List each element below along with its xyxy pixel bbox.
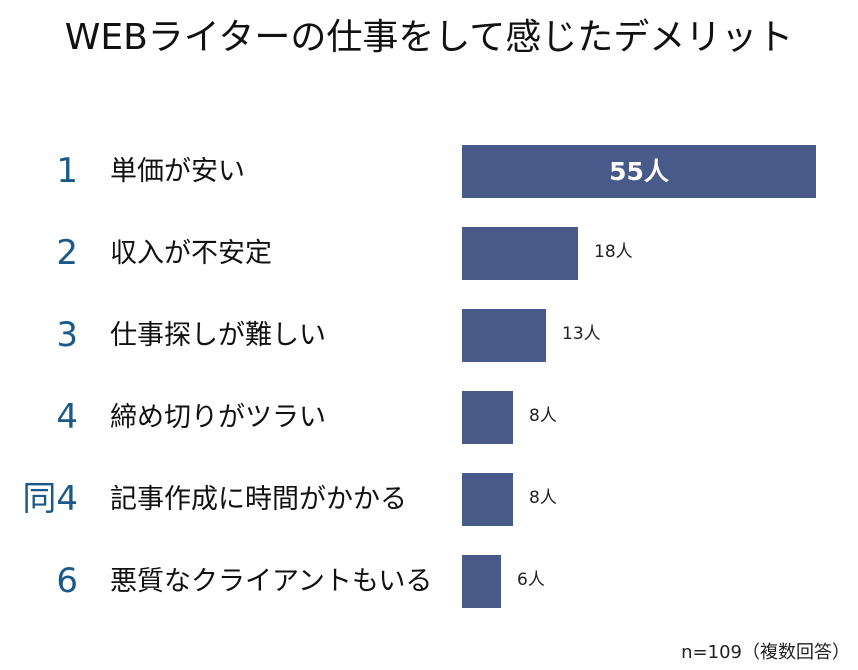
bar <box>462 473 513 526</box>
chart-title: WEBライターの仕事をして感じたデメリット <box>64 17 794 58</box>
bar <box>462 555 501 608</box>
rank-label: 4 <box>56 397 78 437</box>
rank-label: 6 <box>56 561 78 601</box>
rank-label: 1 <box>56 151 78 191</box>
value-label: 55人 <box>609 157 669 186</box>
chart-row: 6 悪質なクライアントもいる 6人 <box>0 555 858 608</box>
value-label: 13人 <box>562 324 601 344</box>
category-label: 記事作成に時間がかかる <box>110 484 407 515</box>
value-label: 8人 <box>529 488 557 508</box>
bar <box>462 309 546 362</box>
value-label: 8人 <box>529 406 557 426</box>
category-label: 収入が不安定 <box>110 238 272 269</box>
bar <box>462 227 578 280</box>
category-label: 仕事探しが難しい <box>110 320 326 351</box>
bar <box>462 391 513 444</box>
chart-row: 同4 記事作成に時間がかかる 8人 <box>0 473 858 526</box>
category-label: 悪質なクライアントもいる <box>110 566 433 597</box>
value-label: 18人 <box>594 242 633 262</box>
category-label: 締め切りがツラい <box>110 402 326 433</box>
rank-label: 2 <box>56 233 78 273</box>
category-label: 単価が安い <box>110 156 245 187</box>
chart-row: 2 収入が不安定 18人 <box>0 227 858 280</box>
chart-row: 3 仕事探しが難しい 13人 <box>0 309 858 362</box>
rank-label: 3 <box>56 315 78 355</box>
sample-size-note: n=109（複数回答） <box>681 642 850 663</box>
value-label: 6人 <box>517 570 545 590</box>
chart-row: 4 締め切りがツラい 8人 <box>0 391 858 444</box>
bar: 55人 <box>462 145 816 198</box>
chart-row: 1 単価が安い 55人 <box>0 145 858 198</box>
rank-label: 同4 <box>22 479 78 519</box>
